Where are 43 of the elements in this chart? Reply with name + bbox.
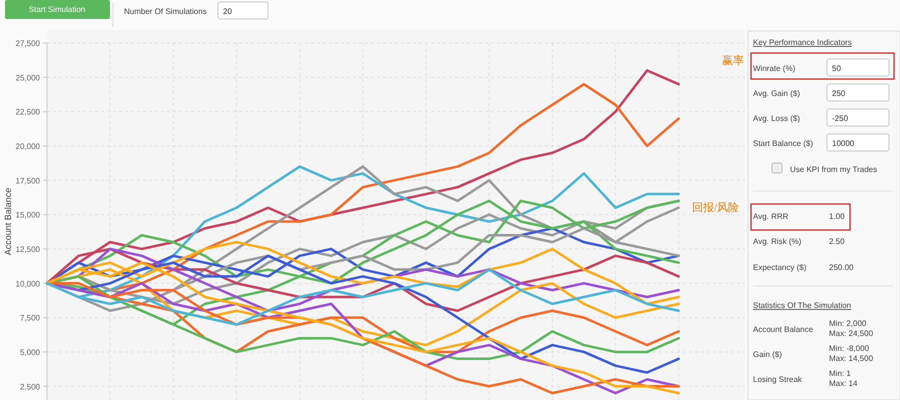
text: Winrate (%)	[753, 64, 796, 73]
y-axis-title: Account Balance	[3, 188, 13, 256]
text: Start Balance ($)	[753, 139, 814, 148]
y-tick-label: 12,500	[16, 244, 41, 254]
text: 2.50	[829, 237, 846, 246]
text: Gain ($)	[753, 350, 782, 359]
y-tick-label: 10,000	[16, 279, 41, 288]
text: 250.00	[829, 263, 854, 272]
text: Account Balance	[753, 325, 814, 334]
text: Use KPI from my Trades	[790, 165, 878, 174]
text: 250	[832, 89, 846, 98]
text: Min: 2,000	[829, 319, 867, 328]
y-tick-label: 27,500	[16, 39, 41, 48]
text: Statistics Of The Simulation	[753, 301, 852, 310]
text: Avg. RRR	[753, 212, 789, 221]
y-tick-label: 15,000	[16, 210, 41, 220]
text: 20	[223, 7, 232, 16]
text: 赢率	[722, 54, 744, 67]
text: Max: 14,500	[829, 354, 874, 363]
y-tick-label: 7,500	[20, 314, 41, 323]
text: Start Simulation	[28, 5, 86, 14]
text: 50	[832, 64, 842, 73]
text: Min: 1	[829, 369, 852, 378]
text: 1.00	[829, 212, 846, 221]
text: Key Performance Indicators	[753, 38, 852, 47]
text: Max: 24,500	[829, 329, 874, 338]
text: Max: 14	[829, 379, 858, 388]
y-tick-label: 20,000	[16, 142, 41, 151]
text: Losing Streak	[753, 375, 803, 384]
text: -250	[832, 114, 849, 123]
text: Expectancy ($)	[753, 263, 807, 272]
text: Avg. Risk (%)	[753, 237, 802, 246]
text: Avg. Loss ($)	[753, 114, 800, 123]
y-tick-label: 5,000	[20, 348, 41, 357]
text: Number Of Simulations	[124, 7, 207, 16]
text: 10000	[832, 139, 855, 148]
y-tick-label: 17,500	[16, 176, 41, 186]
y-tick-label: 22,500	[16, 108, 41, 117]
y-tick-label: 2,500	[20, 382, 41, 392]
text: Min: -8,000	[829, 344, 870, 353]
y-tick-label: 25,000	[16, 73, 41, 82]
annotation: 回报/风险	[692, 202, 740, 214]
text: Avg. Gain ($)	[753, 89, 800, 98]
